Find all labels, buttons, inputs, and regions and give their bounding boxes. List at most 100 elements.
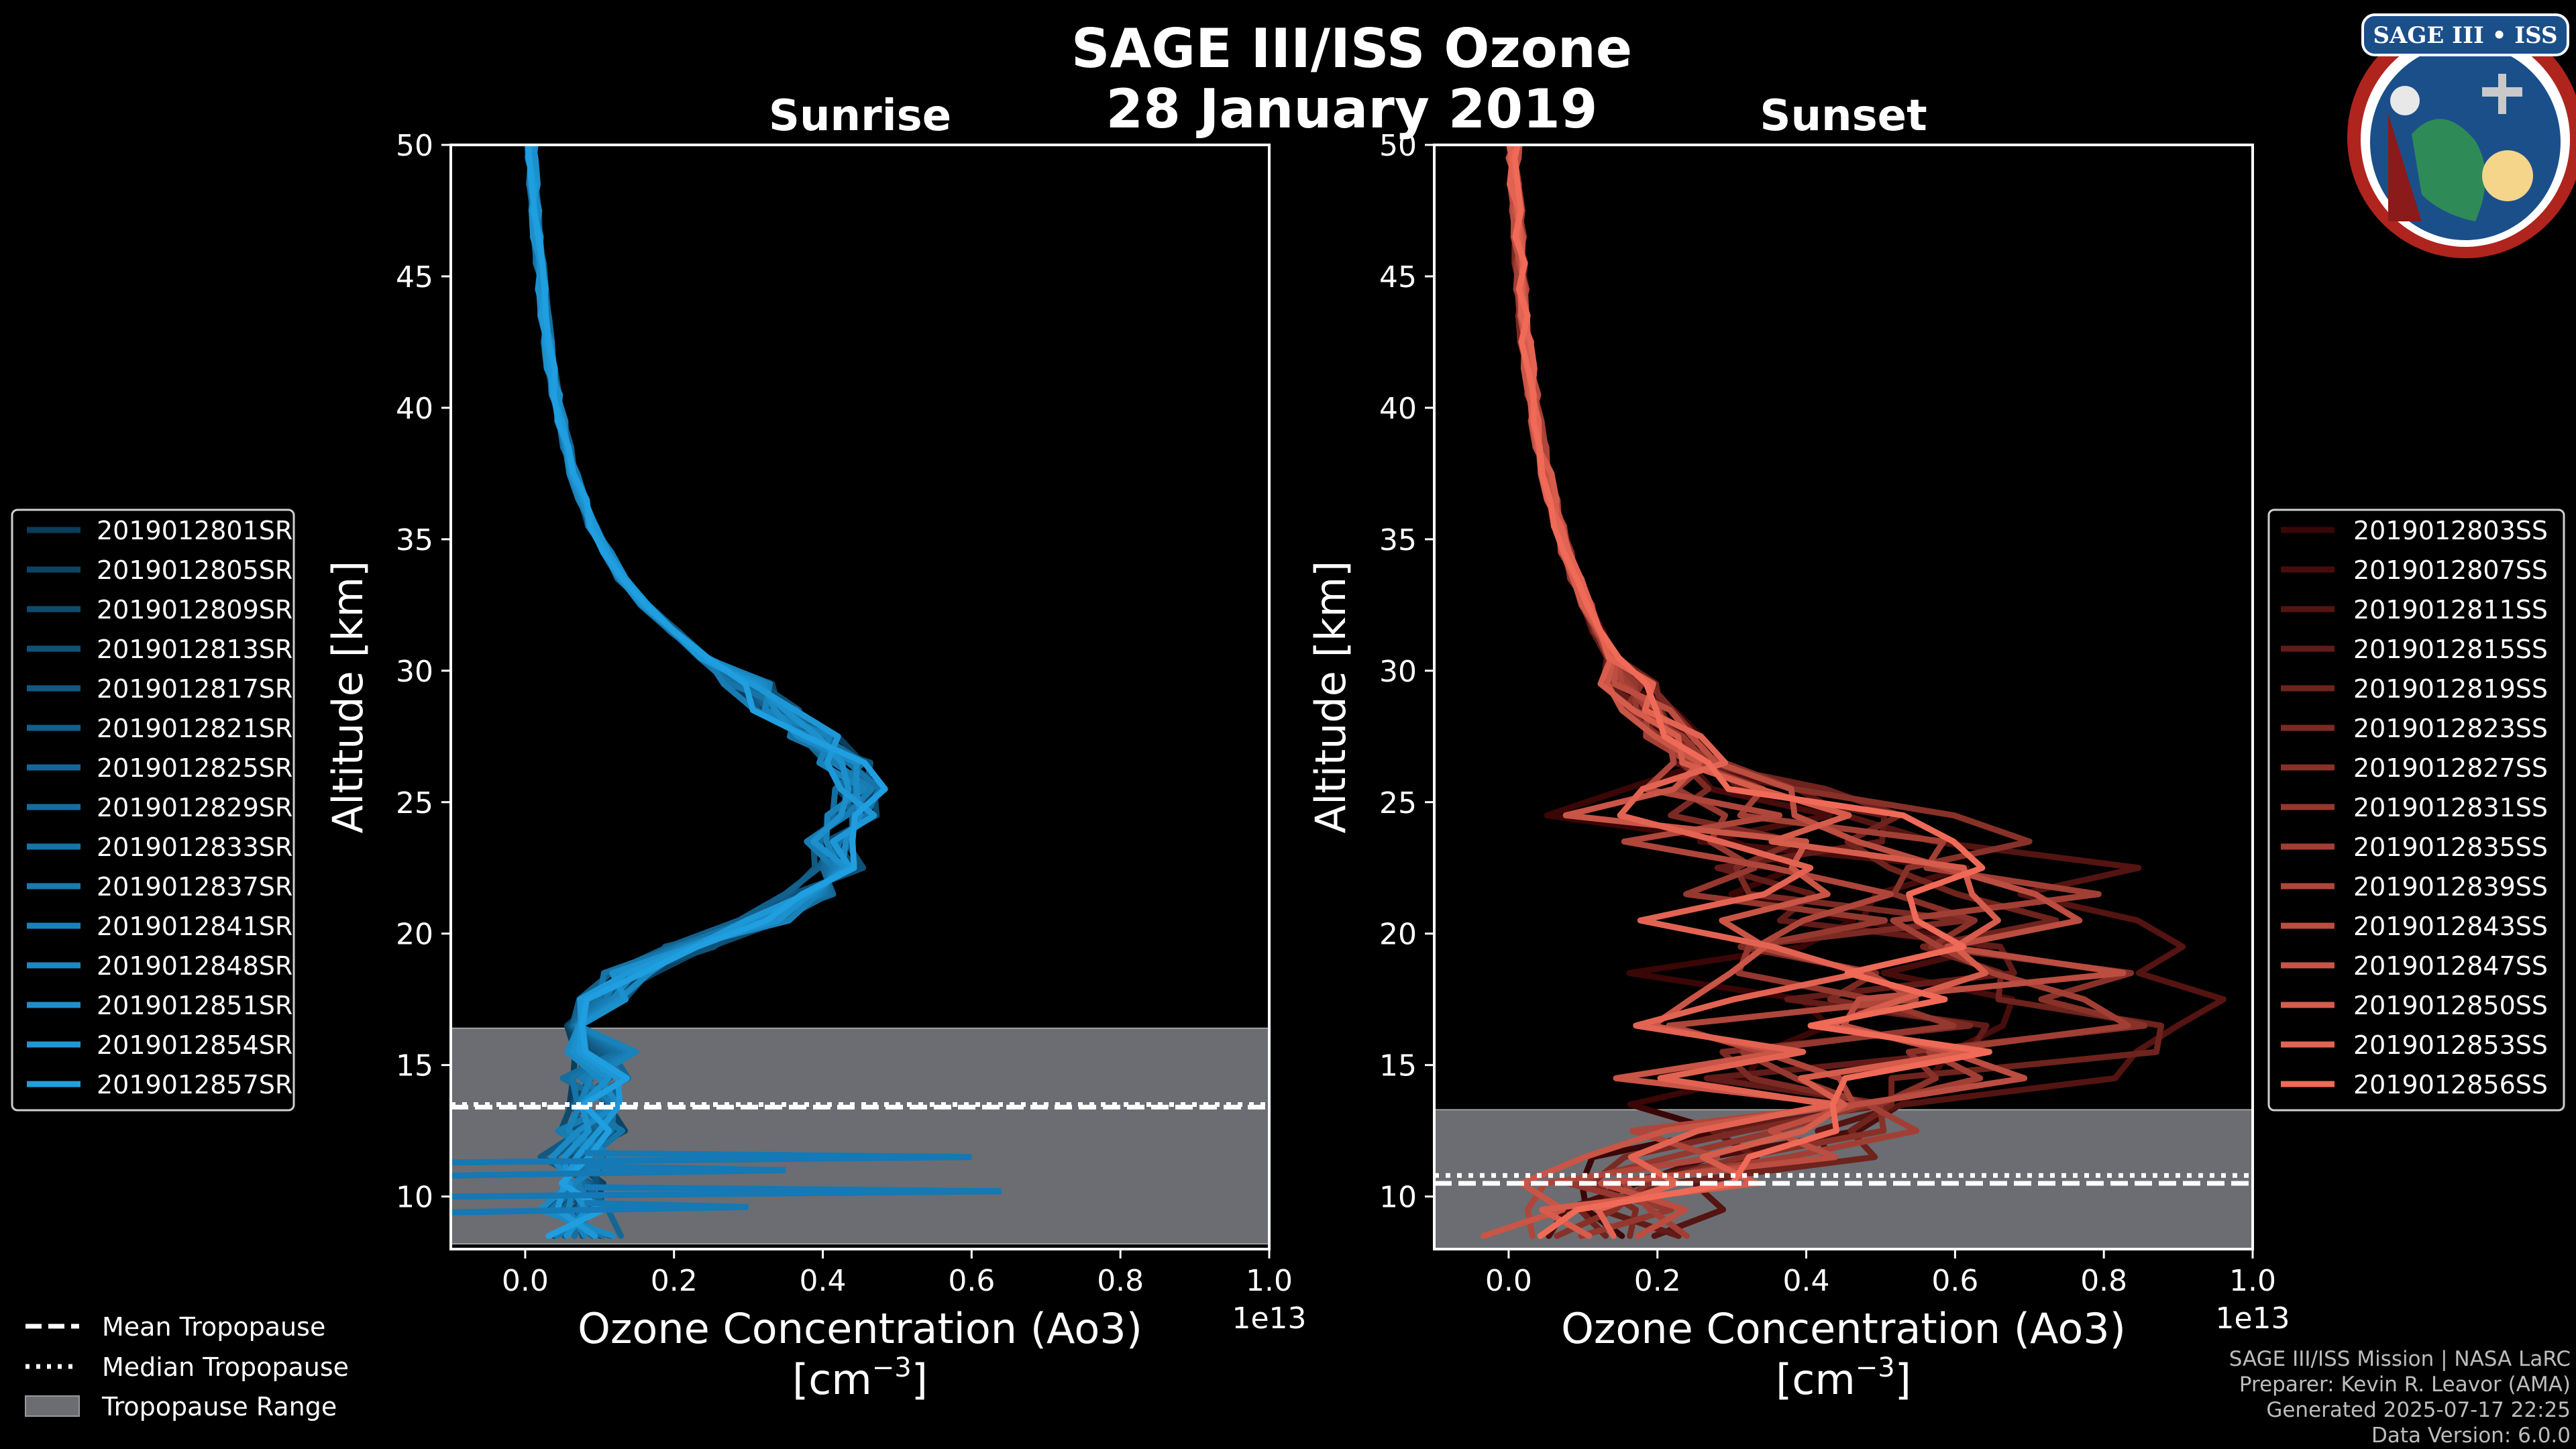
sunrise-legend-label-2019012809SR: 2019012809SR [97,595,292,625]
sunrise-profile-2019012857SR [525,145,888,1239]
sunset-legend-label-2019012811SS: 2019012811SS [2353,595,2548,625]
sunset-ytick-label-35: 35 [1379,523,1417,557]
sunset-profile-2019012853SS [1506,145,1864,1239]
sunrise-ytick-label-20: 20 [396,918,433,952]
sunrise-xtick-label-2: 0.4 [800,1264,847,1298]
sunrise-ytick-label-50: 50 [396,129,433,163]
sunrise-ytick-label-30: 30 [396,655,433,689]
sunset-ytick-label-45: 45 [1379,260,1417,294]
sunrise-ytick-label-25: 25 [396,786,433,820]
figure-title-line1: SAGE III/ISS Ozone [1071,17,1632,80]
sunrise-xtick-label-5: 1.0 [1246,1264,1293,1298]
sunrise-x-offset-label: 1e13 [1232,1301,1306,1336]
sunset-legend-label-2019012853SS: 2019012853SS [2353,1030,2548,1060]
sunset-panel: 10 15 20 25 30 35 40 45 50 0.0 0.2 0.4 0.6 0.8 1.01e13… [1306,91,2565,1404]
sunrise-x-axis-units: [cm−3] [792,1352,928,1404]
sunset-legend-label-2019012835SS: 2019012835SS [2353,833,2548,862]
sunrise-ytick-label-35: 35 [396,523,433,557]
sunset-legend-label-2019012843SS: 2019012843SS [2353,912,2548,941]
sunrise-legend-label-2019012813SR: 2019012813SR [97,635,292,664]
sunset-legend-label-2019012803SS: 2019012803SS [2353,516,2548,545]
sage-iii-iss-mission-patch: SAGE III • ISS [2347,13,2576,258]
sunrise-legend-label-2019012829SR: 2019012829SR [97,793,292,822]
legend-median-tropopause-label: Median Tropopause [102,1352,349,1382]
sunset-ytick-label-50: 50 [1379,129,1417,163]
credit-line-4: Data Version: 6.0.0 [2371,1424,2571,1448]
sunrise-ytick-label-10: 10 [396,1181,433,1215]
sunrise-legend-box [11,508,295,1112]
sunrise-ytick-label-15: 15 [396,1049,433,1083]
sunset-legend-label-2019012827SS: 2019012827SS [2353,753,2548,783]
tropopause-legend: Mean Tropopause Median Tropopause Tropop… [25,1312,349,1421]
sunrise-plot-area [451,145,1269,1245]
sunrise-y-axis-label: Altitude [km] [323,561,372,834]
sunset-legend-box [2267,508,2565,1112]
sunset-legend-label-2019012847SS: 2019012847SS [2353,951,2548,981]
sunset-legend-label-2019012807SS: 2019012807SS [2353,555,2548,585]
badge-title: SAGE III • ISS [2373,22,2557,49]
sunrise-legend-label-2019012854SR: 2019012854SR [97,1030,292,1060]
sunrise-x-axis-label: Ozone Concentration (Ao3) [578,1304,1142,1353]
credit-line-3: Generated 2025-07-17 22:25 [2266,1398,2571,1422]
sunset-series-legend: 2019012803SS 2019012807SS 2019012811SS 2019… [2267,508,2565,1112]
legend-mean-tropopause-label: Mean Tropopause [102,1312,325,1342]
sunrise-xtick-label-1: 0.2 [651,1264,698,1298]
sunrise-legend-label-2019012851SR: 2019012851SR [97,991,292,1020]
sunset-xtick-label-0: 0.0 [1485,1264,1532,1298]
sunset-profile-2019012856SS [1511,145,1992,1239]
sunrise-xtick-label-4: 0.8 [1097,1264,1144,1298]
sunrise-legend-label-2019012848SR: 2019012848SR [97,951,292,981]
sunset-legend-label-2019012856SS: 2019012856SS [2353,1070,2548,1099]
sunset-legend-label-2019012823SS: 2019012823SS [2353,714,2548,743]
sunrise-series-legend: 2019012801SR 2019012805SR 2019012809SR 2019… [11,508,295,1112]
sunset-x-offset-label: 1e13 [2215,1301,2290,1336]
sunset-plot-area [1434,145,2253,1249]
sunrise-legend-label-2019012857SR: 2019012857SR [97,1070,292,1099]
sunrise-xtick-label-0: 0.0 [502,1264,549,1298]
sunset-ytick-label-20: 20 [1379,918,1417,952]
sunset-ytick-label-30: 30 [1379,655,1417,689]
sunrise-ytick-label-40: 40 [396,392,433,426]
sunrise-xtick-label-3: 0.6 [948,1264,995,1298]
sunrise-spike-1 [451,1150,972,1166]
sunrise-panel: 10 15 20 25 30 35 40 45 50 0.0 0.2 0.4 0.6 0.8 1.01e13… [11,91,1307,1404]
sunset-ytick-label-25: 25 [1379,786,1417,820]
credit-block: SAGE III/ISS Mission | NASA LaRC Prepare… [2229,1347,2571,1448]
sunrise-spike-3 [451,1163,786,1179]
sunrise-legend-label-2019012841SR: 2019012841SR [97,912,292,941]
credit-line-2: Preparer: Kevin R. Leavor (AMA) [2239,1373,2571,1397]
sunset-legend-label-2019012831SS: 2019012831SS [2353,793,2548,822]
sunset-xtick-label-2: 0.4 [1783,1264,1830,1298]
sunrise-spike-2 [451,1199,749,1216]
sunset-legend-label-2019012815SS: 2019012815SS [2353,635,2548,664]
sunrise-legend-label-2019012817SR: 2019012817SR [97,674,292,704]
sunrise-profile-2019012854SR [525,145,877,1239]
sunrise-legend-label-2019012837SR: 2019012837SR [97,872,292,902]
credit-line-1: SAGE III/ISS Mission | NASA LaRC [2229,1347,2571,1371]
sunset-x-axis-units: [cm−3] [1776,1352,1911,1404]
sunrise-legend-label-2019012805SR: 2019012805SR [97,555,292,585]
sunset-xtick-label-1: 0.2 [1634,1264,1681,1298]
sunrise-legend-label-2019012821SR: 2019012821SR [97,714,292,743]
figure-title-line2: 28 January 2019 [1106,78,1598,140]
sunset-legend-label-2019012819SS: 2019012819SS [2353,674,2548,704]
sunset-ytick-label-15: 15 [1379,1049,1417,1083]
legend-tropopause-range-label: Tropopause Range [101,1392,337,1421]
sunrise-legend-label-2019012801SR: 2019012801SR [97,516,292,545]
sunset-x-axis-label: Ozone Concentration (Ao3) [1561,1304,2126,1353]
sunset-ytick-label-10: 10 [1379,1181,1417,1215]
sunrise-legend-label-2019012833SR: 2019012833SR [97,833,292,862]
sunrise-ytick-label-45: 45 [396,260,433,294]
sunset-xtick-label-3: 0.6 [1931,1264,1978,1298]
sunset-subplot-title: Sunset [1760,91,1927,141]
sunrise-subplot-title: Sunrise [769,91,951,141]
sunset-xtick-label-5: 1.0 [2229,1264,2276,1298]
sunrise-axes-frame [449,144,1271,1250]
sunset-y-axis-label: Altitude [km] [1306,561,1355,834]
sunset-ytick-label-40: 40 [1379,392,1417,426]
sunset-legend-label-2019012850SS: 2019012850SS [2353,991,2548,1020]
sunset-axes-frame [1433,144,2254,1250]
sunset-legend-label-2019012839SS: 2019012839SS [2353,872,2548,902]
sunrise-legend-label-2019012825SR: 2019012825SR [97,753,292,783]
